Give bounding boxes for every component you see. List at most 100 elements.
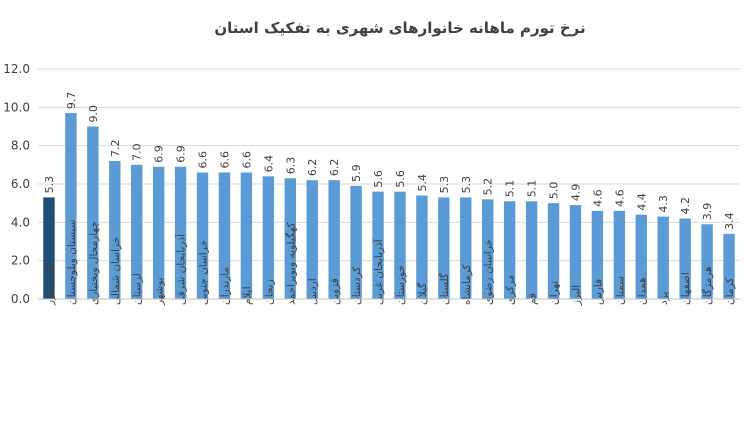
x-tick-label: قزوین (329, 278, 341, 305)
data-label: 6.9 (175, 145, 188, 163)
bar (635, 214, 647, 299)
data-label: 4.3 (657, 195, 670, 213)
x-tick-label: سمنان (614, 276, 626, 305)
data-label: 5.2 (482, 178, 495, 196)
data-label: 5.4 (416, 174, 429, 192)
data-label: 5.6 (372, 170, 385, 188)
bar (152, 166, 165, 299)
chart-title: نرخ تورم ماهانه خانوارهای شهری به تفکیک … (214, 19, 585, 37)
bar (306, 180, 318, 299)
y-tick-label: 8.0 (11, 139, 30, 153)
y-tick-label: 0.0 (11, 292, 30, 306)
bar (174, 166, 187, 299)
data-label: 6.6 (240, 151, 253, 169)
bar (131, 164, 143, 299)
x-tick-label: خراسان رضوی (483, 239, 495, 305)
x-tick-label: فارس (592, 279, 604, 305)
x-tick-label: کرمانشاه (461, 264, 473, 305)
data-label: 7.2 (109, 140, 122, 158)
bar (679, 218, 691, 299)
data-label: 5.3 (43, 176, 56, 194)
x-tick-label: البرز (570, 285, 582, 306)
x-tick-label: گلستان (438, 273, 451, 305)
x-tick-label: لرستان (132, 273, 144, 305)
x-tick-label: مرکزی (505, 275, 517, 305)
x-tick-label: خراسان شمالی (110, 237, 122, 305)
bar (460, 197, 472, 299)
x-tick-label: همدان (636, 277, 648, 305)
data-label: 4.4 (635, 193, 648, 211)
bar (569, 205, 582, 299)
bar (218, 172, 231, 299)
data-label: 6.6 (218, 151, 231, 169)
y-tick-label: 6.0 (11, 177, 30, 191)
data-label: 6.2 (306, 159, 319, 177)
y-tick-label: 12.0 (3, 62, 30, 76)
data-label: 5.9 (350, 164, 363, 182)
bar (701, 224, 713, 299)
x-tick-label: بوشهر (154, 277, 166, 306)
data-label: 5.6 (394, 170, 407, 188)
bar (196, 172, 209, 299)
x-tick-label: چهارمحال وبختیاری (88, 221, 100, 305)
bar (657, 216, 669, 299)
x-tick-label: کل کشور (44, 264, 56, 306)
bar (87, 126, 99, 299)
x-tick-label: خراسان جنوبی (198, 240, 210, 305)
x-tick-label: کرمان (724, 278, 736, 305)
data-label: 9.0 (87, 105, 100, 123)
grid-layer (38, 68, 740, 262)
data-label: 4.2 (679, 197, 692, 215)
bar (591, 210, 604, 299)
bar (240, 172, 253, 299)
data-label: 7.0 (131, 143, 144, 161)
data-label: 5.3 (438, 176, 451, 194)
x-tick-label: زنجان (263, 279, 275, 305)
y-tick-label: 10.0 (3, 100, 30, 114)
bar (416, 195, 428, 299)
data-label: 6.4 (262, 155, 275, 173)
x-tick-label: اصفهان (680, 272, 692, 305)
bar (43, 197, 55, 299)
data-label: 6.9 (153, 145, 166, 163)
data-label: 5.0 (548, 182, 561, 200)
data-label: 4.6 (613, 189, 626, 207)
x-tick-label: آذربایجان غربی (372, 238, 385, 305)
y-axis-ticks: 0.0 2.0 4.0 6.0 8.0 10.0 12.0 (3, 62, 30, 306)
bar (372, 191, 384, 299)
bar (394, 191, 406, 299)
bars (43, 113, 735, 299)
bar (65, 113, 77, 299)
data-labels: 5.3 9.7 9.0 7.2 7.0 6.9 6.9 6.6 6.6 6.6 6.4 6.3 6.2 6… (43, 92, 736, 230)
bar (613, 210, 626, 299)
x-axis-labels: کل کشور سیستان وبلوچستان چهارمحال وبختیاری… (44, 219, 736, 306)
data-label: 9.7 (65, 92, 78, 110)
x-tick-label: ایلام (241, 286, 253, 305)
bar (284, 178, 296, 299)
x-tick-label: خوزستان (395, 265, 407, 305)
bar (503, 201, 516, 299)
bar (262, 176, 275, 299)
data-label: 4.9 (569, 184, 582, 202)
bar (723, 233, 735, 299)
data-label: 6.6 (197, 151, 210, 169)
data-label: 6.2 (328, 159, 341, 177)
y-tick-label: 2.0 (11, 254, 30, 268)
x-tick-label: تهران (549, 281, 561, 305)
data-label: 5.1 (526, 180, 539, 198)
y-tick-label: 4.0 (11, 215, 30, 229)
bar (350, 185, 362, 299)
bar (328, 180, 340, 299)
bar (109, 161, 121, 299)
data-label: 3.4 (723, 212, 736, 230)
data-label: 6.3 (284, 157, 297, 175)
data-label: 4.6 (591, 189, 604, 207)
bar (525, 201, 538, 299)
bar (482, 199, 494, 299)
bar (547, 203, 560, 299)
data-label: 5.3 (460, 176, 473, 194)
x-tick-label: کهگیلویه وبویراحمد (284, 222, 297, 305)
data-label: 3.9 (701, 203, 714, 221)
